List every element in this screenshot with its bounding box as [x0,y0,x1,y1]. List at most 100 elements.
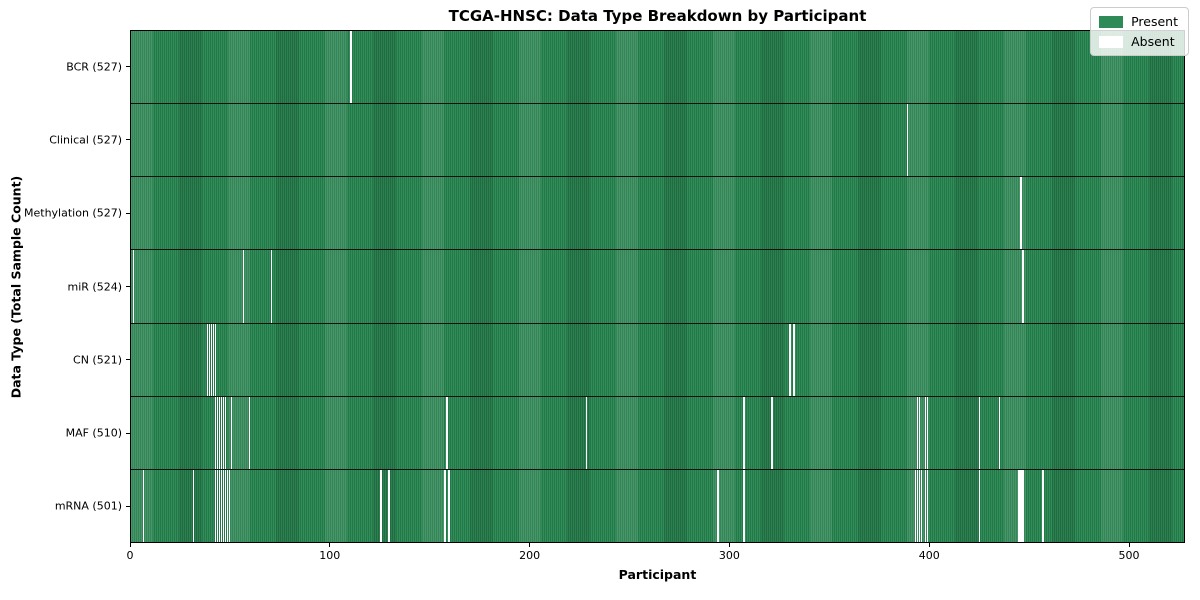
y-tick-label-mrna: mRNA (501) [54,499,122,513]
x-tick-label-100: 100 [319,549,341,562]
absent-stripe [192,469,195,542]
legend-item-present: Present [1099,14,1178,29]
absent-stripe [216,396,219,469]
y-tick-label-methylation: Methylation (527) [24,206,122,220]
absent-stripe [924,469,927,542]
absent-stripe [222,469,225,542]
absent-stripe [222,396,225,469]
absent-stripe [771,396,773,469]
y-tick-label-maf: MAF (510) [65,426,122,440]
absent-stripe [444,469,446,542]
y-tick-label-mir: miR (524) [67,280,123,293]
absent-stripe [743,469,745,542]
legend-absent-swatch [1099,35,1124,48]
absent-stripe [1020,469,1022,542]
x-tick-mark [1128,543,1130,547]
absent-stripe [789,323,791,396]
absent-stripe [220,469,223,542]
x-tick-mark [329,543,331,547]
absent-stripe [978,469,981,542]
absent-stripe [717,469,719,542]
absent-stripe [906,104,909,177]
absent-stripe [446,396,448,469]
absent-stripe [1022,469,1024,542]
absent-stripe [924,396,927,469]
heatmap-row-maf [131,396,1184,470]
y-tick-mark [126,359,130,361]
x-tick-mark [728,543,730,547]
heatmap-row-clinical [131,104,1184,178]
absent-stripe [388,469,390,542]
heatmap-row-bcr [131,31,1184,105]
legend-present-swatch [1099,15,1124,28]
absent-stripe [918,396,921,469]
y-tick-mark [126,286,130,287]
chart-title: TCGA-HNSC: Data Type Breakdown by Partic… [448,7,867,25]
y-tick-mark [126,432,130,434]
absent-stripe [212,323,215,396]
x-tick-mark [529,543,531,547]
absent-stripe [918,469,921,542]
absent-stripe [926,396,929,469]
absent-stripe [1042,469,1044,542]
x-axis-label: Participant [618,567,697,582]
absent-stripe [920,469,923,542]
absent-stripe [585,396,588,469]
x-tick-mark [928,543,930,547]
absent-stripe [242,250,245,323]
absent-stripe [214,396,217,469]
absent-stripe [248,396,251,469]
y-tick-label-cn: CN (521) [73,353,122,367]
absent-stripe [916,396,919,469]
x-tick-label-200: 200 [519,549,541,562]
absent-stripe [210,323,213,396]
absent-stripe [926,469,929,542]
absent-stripe [214,469,217,542]
absent-stripe [1018,469,1020,542]
legend: Present Absent [1090,7,1189,56]
absent-stripe [218,396,221,469]
absent-stripe [743,396,745,469]
y-tick-label-clinical: Clinical (527) [49,133,122,147]
legend-absent-label: Absent [1131,34,1175,49]
absent-stripe [914,469,917,542]
y-tick-mark [126,139,130,141]
x-tick-label-300: 300 [718,549,740,562]
x-tick-mark [129,543,131,547]
heatmap-row-methylation [131,177,1184,251]
x-tick-label-500: 500 [1118,549,1140,562]
x-tick-label-0: 0 [126,549,134,562]
absent-stripe [978,396,981,469]
absent-stripe [142,469,145,542]
absent-stripe [218,469,221,542]
absent-stripe [208,323,211,396]
y-tick-label-bcr: BCR (527) [66,60,122,74]
absent-stripe [230,396,233,469]
y-tick-mark [126,505,130,507]
y-tick-mark [126,212,130,214]
absent-stripe [206,323,209,396]
heatmap-row-cn [131,323,1184,397]
absent-stripe [228,469,231,542]
absent-stripe [916,469,919,542]
absent-stripe [220,396,223,469]
absent-stripe [224,396,227,469]
x-tick-label-400: 400 [918,549,940,562]
absent-stripe [380,469,382,542]
absent-stripe [350,31,352,104]
legend-item-absent: Absent [1099,34,1178,49]
absent-stripe [214,323,217,396]
absent-stripe [448,469,450,542]
absent-stripe [270,250,273,323]
absent-stripe [1022,250,1024,323]
heatmap-row-mrna [131,469,1184,542]
heatmap-row-mir [131,250,1184,324]
y-tick-mark [126,66,130,68]
absent-stripe [998,396,1001,469]
absent-stripe [793,323,795,396]
absent-stripe [1020,177,1022,250]
plot-area [130,30,1185,543]
legend-present-label: Present [1131,14,1178,29]
absent-stripe [224,469,227,542]
